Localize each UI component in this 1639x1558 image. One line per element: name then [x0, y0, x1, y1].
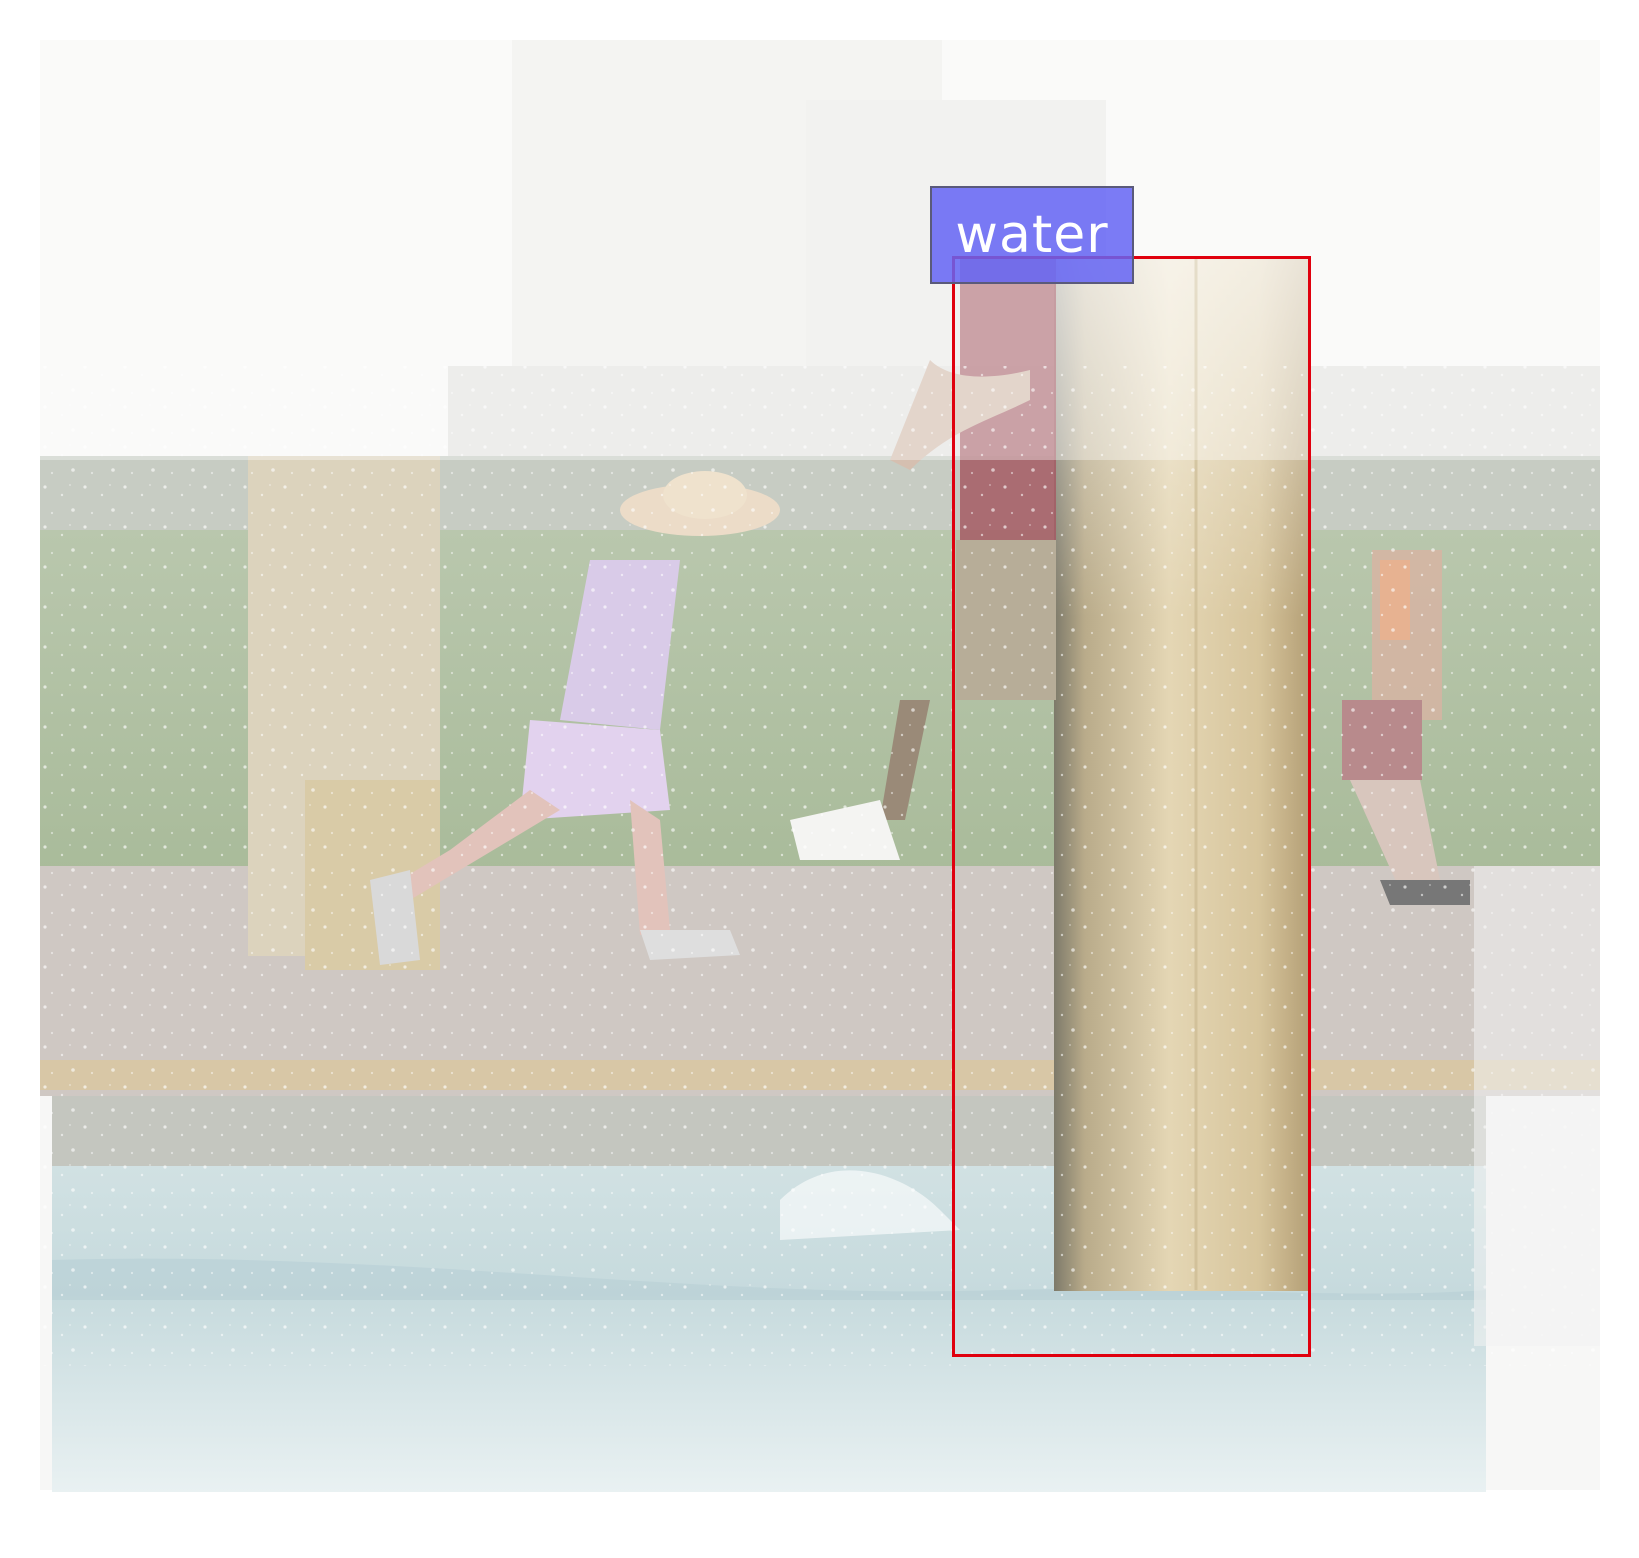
water-label-tag: water	[930, 186, 1134, 284]
water-bounding-box	[952, 256, 1311, 1357]
label-text: water	[955, 205, 1109, 265]
